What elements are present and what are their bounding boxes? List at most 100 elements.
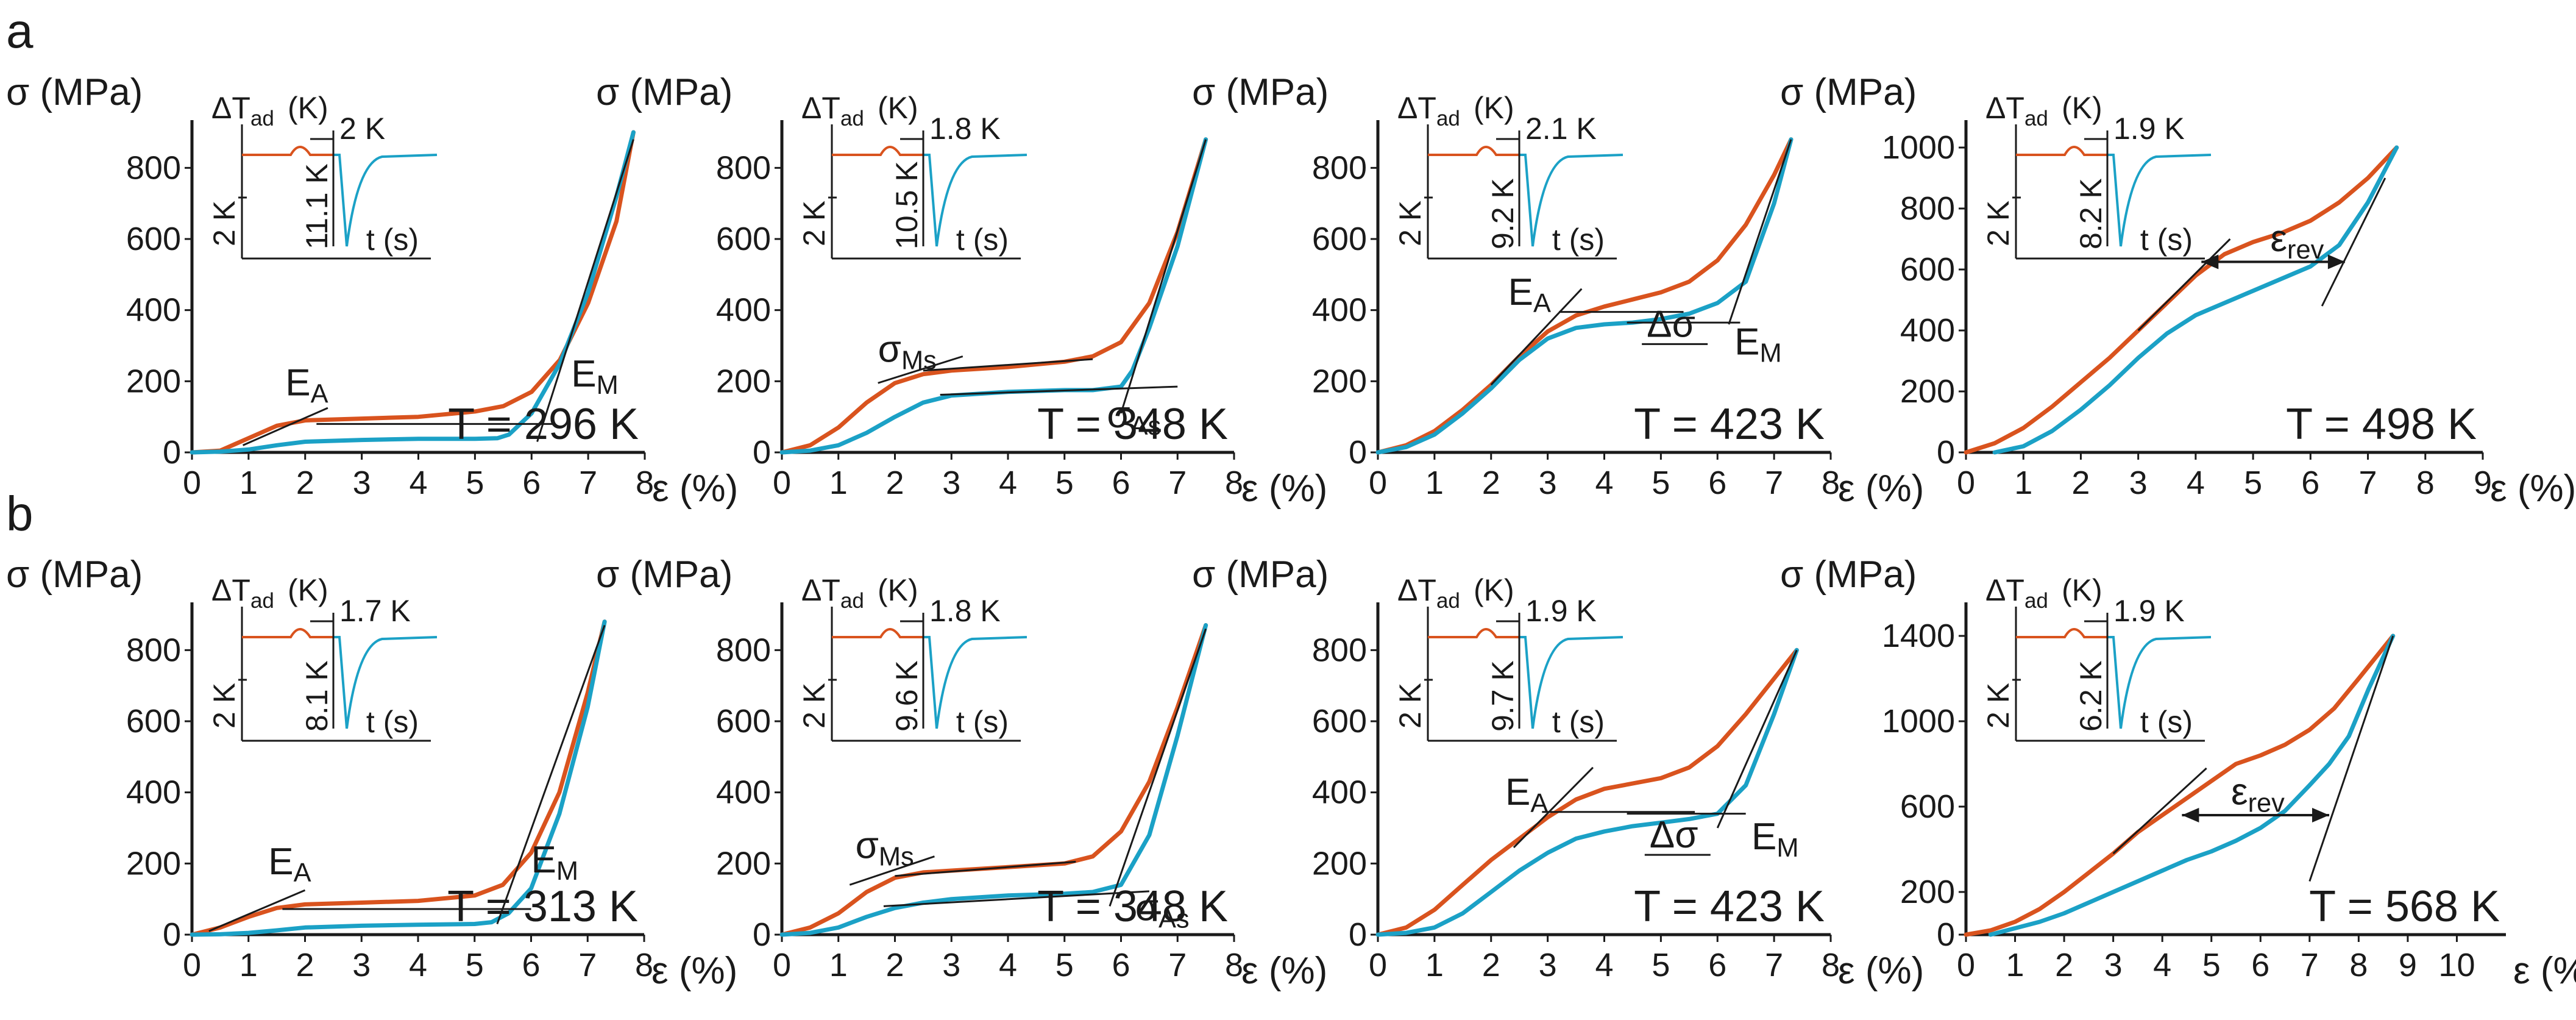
y-tick-label: 400 bbox=[126, 774, 181, 811]
annotation-m-subscript: M bbox=[1759, 339, 1781, 368]
temperature-label: T = 313 K bbox=[447, 882, 638, 931]
x-tick-label: 4 bbox=[999, 947, 1017, 983]
x-tick-label: 3 bbox=[1539, 465, 1557, 501]
x-tick-label: 5 bbox=[1056, 947, 1074, 983]
annotation-ms: σMs bbox=[856, 825, 914, 872]
annotation-m: EM bbox=[1751, 816, 1799, 863]
inset-y-label-subscript: ad bbox=[840, 107, 864, 130]
inset-heating-value: 1.8 K bbox=[929, 112, 1001, 146]
x-tick-label: 1 bbox=[829, 465, 848, 501]
x-tick-label: 9 bbox=[2474, 465, 2492, 501]
x-tick-label: 7 bbox=[1765, 947, 1783, 983]
annotation-m-subscript: M bbox=[1776, 833, 1798, 863]
annotation-m-subscript: M bbox=[556, 857, 578, 886]
construction-line bbox=[1513, 766, 1594, 849]
y-tick-label: 200 bbox=[716, 363, 771, 399]
construction-line bbox=[2321, 177, 2386, 307]
x-tick-label: 5 bbox=[1652, 947, 1670, 983]
unloading-curve bbox=[779, 623, 1208, 937]
x-tick-label: 0 bbox=[773, 465, 791, 501]
inset-y-label-subscript: ad bbox=[2024, 589, 2048, 613]
y-tick-label: 200 bbox=[1312, 845, 1367, 882]
x-tick-label: 1 bbox=[2014, 465, 2032, 501]
inset-cooling-trace bbox=[923, 636, 1027, 729]
x-tick-label: 7 bbox=[2359, 465, 2377, 501]
annotation-m-subscript: M bbox=[597, 371, 619, 400]
delta-sigma-label: Δσ bbox=[1647, 303, 1695, 345]
x-tick-label: 3 bbox=[353, 465, 371, 501]
x-tick-label: 0 bbox=[1369, 465, 1387, 501]
row-label-a: a bbox=[6, 4, 34, 58]
inset-y-label-subscript: ad bbox=[1436, 107, 1460, 130]
x-tick-label: 7 bbox=[1168, 947, 1187, 983]
x-axis-label: ε (%) bbox=[1241, 468, 1327, 510]
y-tick-label: 600 bbox=[716, 221, 771, 257]
temperature-label: T = 423 K bbox=[1634, 882, 1825, 931]
inset-cooling-trace bbox=[333, 636, 438, 729]
x-tick-label: 7 bbox=[578, 947, 597, 983]
x-tick-label: 7 bbox=[2301, 947, 2319, 983]
inset-cooling-trace bbox=[923, 154, 1027, 247]
x-tick-label: 6 bbox=[1708, 465, 1726, 501]
loading-curve bbox=[1964, 633, 2396, 937]
inset-y-label-subscript: ad bbox=[250, 589, 274, 613]
y-tick-label: 200 bbox=[1900, 373, 1955, 410]
construction-line bbox=[1490, 288, 1583, 386]
annotation-a-subscript: A bbox=[1530, 789, 1548, 818]
x-tick-label: 6 bbox=[522, 947, 540, 983]
x-tick-label: 1 bbox=[1425, 465, 1444, 501]
y-tick-label: 800 bbox=[1312, 632, 1367, 668]
inset-heating-value: 1.7 K bbox=[339, 594, 411, 628]
y-axis-label: σ (MPa) bbox=[6, 71, 143, 113]
x-tick-label: 6 bbox=[1112, 947, 1130, 983]
row-label-b: b bbox=[6, 487, 34, 541]
y-tick-label: 600 bbox=[126, 221, 181, 257]
construction-line bbox=[2137, 238, 2231, 332]
inset-y-unit: (K) bbox=[2062, 91, 2102, 125]
arrow-head-left bbox=[2201, 254, 2219, 269]
x-tick-label: 5 bbox=[2202, 947, 2221, 983]
unloading-curve bbox=[1375, 137, 1794, 455]
unloading-curve bbox=[1375, 647, 1799, 937]
annotation-a: EA bbox=[285, 362, 328, 409]
x-tick-label: 0 bbox=[1957, 947, 1975, 983]
x-tick-label: 2 bbox=[885, 465, 904, 501]
y-tick-label: 0 bbox=[1937, 916, 1955, 953]
y-tick-label: 400 bbox=[1312, 774, 1367, 811]
inset-x-label: t (s) bbox=[366, 705, 419, 739]
loading-curve bbox=[190, 619, 607, 937]
inset-y-unit: (K) bbox=[878, 573, 918, 607]
inset-cooling-value: 9.2 K bbox=[1486, 178, 1520, 249]
temperature-label: T = 348 K bbox=[1037, 400, 1228, 449]
inset-y-label-subscript: ad bbox=[250, 107, 274, 130]
inset-scale-bar-label: 2 K bbox=[1393, 201, 1427, 246]
x-axis-label: ε (%) bbox=[2490, 468, 2576, 510]
construction-line bbox=[242, 407, 328, 446]
inset-heating-value: 2 K bbox=[339, 112, 385, 146]
inset-cooling-value: 9.7 K bbox=[1486, 660, 1520, 732]
panel-b1: 0 1 2 3 4 5 6 7 8 0 200 400 600 800 σ (MPa) ε (%) EA EMT … bbox=[6, 554, 737, 992]
y-axis-label: σ (MPa) bbox=[1192, 71, 1329, 113]
inset: ΔTad (K)t (s)1.8 K10.5 K2 K bbox=[797, 91, 1027, 260]
x-tick-label: 6 bbox=[2251, 947, 2269, 983]
delta-sigma-label: Δσ bbox=[1650, 814, 1698, 856]
inset-scale-bar-label: 2 K bbox=[797, 201, 831, 246]
panel-b3: 0 1 2 3 4 5 6 7 8 0 200 400 600 800 σ (MPa) ε (%) EA Δσ EM… bbox=[1192, 554, 1924, 992]
x-tick-label: 2 bbox=[2055, 947, 2073, 983]
inset-y-label-subscript: ad bbox=[840, 589, 864, 613]
y-tick-label: 800 bbox=[126, 632, 181, 668]
x-tick-label: 2 bbox=[296, 465, 314, 501]
x-tick-label: 2 bbox=[885, 947, 904, 983]
inset-scale-bar-label: 2 K bbox=[207, 201, 241, 246]
inset-heating-value: 1.9 K bbox=[1525, 594, 1597, 628]
x-tick-label: 7 bbox=[1765, 465, 1783, 501]
inset: ΔTad (K)t (s)1.9 K8.2 K2 K bbox=[1981, 91, 2212, 260]
x-tick-label: 0 bbox=[1957, 465, 1975, 501]
x-axis-label: ε (%) bbox=[1241, 950, 1327, 992]
x-tick-label: 6 bbox=[1708, 947, 1726, 983]
x-tick-label: 3 bbox=[942, 947, 960, 983]
inset-heating-trace bbox=[1428, 628, 1519, 638]
inset-cooling-value: 8.1 K bbox=[300, 660, 334, 732]
